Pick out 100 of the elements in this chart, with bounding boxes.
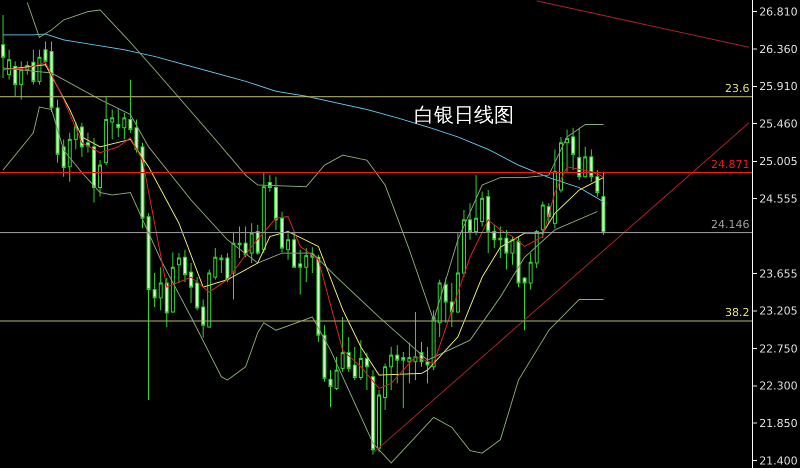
candlestick <box>504 229 508 270</box>
candlestick <box>176 252 181 284</box>
candlestick <box>298 249 302 296</box>
candlestick <box>340 316 345 372</box>
candlestick <box>334 356 339 390</box>
candlestick <box>104 96 108 166</box>
candlestick <box>238 226 242 259</box>
candlestick <box>352 346 357 381</box>
candlestick <box>316 254 320 342</box>
candlestick <box>322 324 326 382</box>
candlestick <box>462 209 466 278</box>
line-series <box>2 106 604 464</box>
candlestick <box>456 232 460 314</box>
candlestick <box>401 351 406 409</box>
y-tick-label: 24.555 <box>759 192 798 206</box>
candlestick <box>158 266 163 311</box>
candlestick <box>262 172 266 254</box>
candlestick <box>492 224 496 249</box>
annotation: 38.2 <box>725 306 750 319</box>
y-tick-label: 21.400 <box>759 454 798 468</box>
y-tick-label: 23.655 <box>759 267 798 280</box>
candlestick <box>444 277 448 324</box>
candlestick <box>413 312 418 381</box>
annotation: 23.6 <box>725 82 750 95</box>
candlestick <box>56 99 60 164</box>
y-tick-label: 26.810 <box>759 5 798 18</box>
candlestick <box>195 276 200 311</box>
candlestick <box>68 132 72 182</box>
candlestick <box>292 231 296 269</box>
candlestick <box>370 370 375 456</box>
y-tick-label: 21.850 <box>759 417 798 430</box>
y-tick-label: 22.300 <box>759 380 798 393</box>
candlestick <box>510 236 514 266</box>
candlestick <box>13 60 18 97</box>
candlestick <box>44 40 48 67</box>
candlestick <box>116 107 120 138</box>
ref-line-label: 24.146 <box>711 218 750 231</box>
candlestick <box>31 49 36 86</box>
text: 白银日线图 <box>414 102 514 127</box>
candlestick <box>528 252 533 290</box>
line-series <box>26 2 604 321</box>
candlestick <box>577 127 582 181</box>
candlestick <box>86 132 90 154</box>
y-tick-label: 25.005 <box>759 155 798 168</box>
candlestick <box>516 236 520 288</box>
candlestick <box>213 248 218 280</box>
candlestick <box>110 109 114 140</box>
candlestick <box>122 112 126 140</box>
candlestick <box>450 282 454 328</box>
y-tick-label: 22.750 <box>759 342 798 356</box>
candlestick <box>146 212 151 400</box>
candlestick <box>207 269 212 328</box>
candlestick <box>395 344 400 384</box>
candlestick <box>601 171 606 236</box>
candlestick <box>50 40 54 113</box>
ref-line-label: 24.871 <box>711 158 750 171</box>
candlestick <box>19 60 24 100</box>
candlestick <box>589 148 594 182</box>
candlestick <box>152 272 157 308</box>
candlestick <box>565 128 570 174</box>
candlestick <box>407 342 412 384</box>
candlestick <box>92 137 96 203</box>
candlestick <box>438 279 442 338</box>
y-tick-label: 23.205 <box>759 304 798 318</box>
candlestick <box>486 190 490 254</box>
candlestick <box>164 277 169 328</box>
y-tick-label: 25.910 <box>759 80 798 94</box>
candlestick <box>189 262 194 304</box>
candlestick <box>358 340 363 381</box>
candlestick <box>304 248 308 283</box>
candlestick <box>540 201 545 239</box>
candlestick <box>232 232 236 300</box>
candlestick <box>364 352 369 390</box>
candlestick <box>280 211 284 253</box>
candlestick <box>201 299 206 338</box>
candlestick <box>274 176 278 230</box>
candlestick <box>383 362 388 410</box>
candlestick <box>571 127 576 171</box>
y-tick-label: 25.460 <box>759 117 798 130</box>
candlestick <box>250 222 254 264</box>
candlestick <box>474 174 478 236</box>
candlestick <box>128 79 132 134</box>
candlestick <box>522 276 527 331</box>
candlestick <box>389 346 394 390</box>
candlestick <box>286 232 290 260</box>
candlestick <box>583 146 588 178</box>
candlestick <box>170 252 175 314</box>
line-series <box>2 34 604 202</box>
candlestick <box>328 370 332 408</box>
candlestick <box>498 226 502 259</box>
candlestick <box>182 249 187 283</box>
candlestick <box>244 226 248 258</box>
candlestick <box>62 138 66 178</box>
candlestick <box>468 202 472 240</box>
candlestick <box>595 170 600 198</box>
candlestick <box>480 191 484 228</box>
candlestick <box>219 254 224 274</box>
candlestick <box>1 14 6 78</box>
candlestick <box>346 336 351 372</box>
candlestick <box>377 390 382 453</box>
